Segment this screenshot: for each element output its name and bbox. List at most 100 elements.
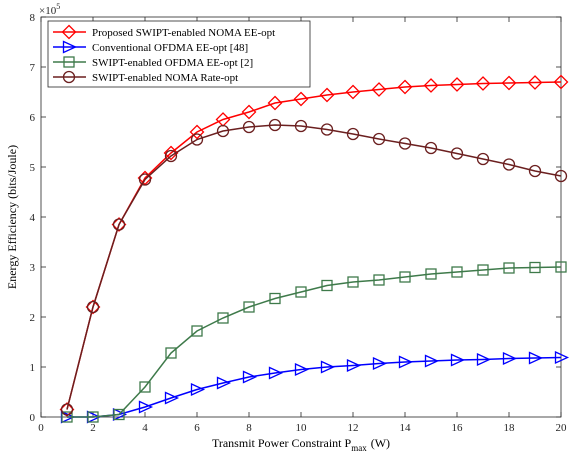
data-point xyxy=(527,75,543,90)
data-point xyxy=(267,95,283,111)
x-axis-label: Transmit Power Constraint Pmax (W) xyxy=(212,436,390,453)
legend-marker xyxy=(62,70,76,84)
y-axis-label: Energy Efficiency (bits/Joule) xyxy=(5,145,19,289)
data-point xyxy=(476,152,490,166)
data-point xyxy=(321,279,333,292)
legend-box xyxy=(47,20,311,88)
data-point xyxy=(424,354,440,368)
legend-entry: Proposed SWIPT-enabled NOMA EE-opt xyxy=(53,24,275,40)
data-point xyxy=(320,360,336,374)
x-tick-label: 6 xyxy=(194,422,200,434)
data-point xyxy=(450,147,464,160)
data-point xyxy=(190,382,206,397)
legend: Proposed SWIPT-enabled NOMA EE-opt Conven… xyxy=(47,20,311,88)
data-point xyxy=(553,74,569,90)
data-point xyxy=(164,149,178,163)
data-point xyxy=(139,381,151,393)
data-point xyxy=(294,362,310,377)
data-point xyxy=(528,164,542,178)
y-tick-label: 6 xyxy=(30,112,36,124)
data-point xyxy=(372,132,386,146)
y-tick-label: 4 xyxy=(30,212,36,224)
data-point xyxy=(268,366,284,380)
data-point xyxy=(319,87,335,103)
data-point xyxy=(346,358,362,373)
data-point xyxy=(190,133,204,146)
y-tick-label: 1 xyxy=(30,362,36,374)
y-tick-label: 7 xyxy=(30,62,36,74)
data-point xyxy=(216,124,230,138)
x-tick-label: 14 xyxy=(400,422,412,434)
data-point xyxy=(423,78,439,93)
data-point xyxy=(555,261,567,273)
data-point xyxy=(398,137,412,150)
x-tick-label: 4 xyxy=(142,422,148,434)
data-point xyxy=(216,376,232,390)
series-4 xyxy=(60,118,568,416)
x-tick-label: 16 xyxy=(452,422,464,434)
data-point xyxy=(191,325,203,337)
data-point xyxy=(60,403,74,416)
data-point xyxy=(294,119,308,133)
data-point xyxy=(451,266,463,278)
legend-label: SWIPT-enabled NOMA Rate-opt xyxy=(92,72,238,84)
series-line xyxy=(66,81,562,410)
legend-label: SWIPT-enabled OFDMA EE-opt [2] xyxy=(92,57,253,69)
data-point xyxy=(243,301,255,313)
data-point xyxy=(425,268,437,280)
legend-entry: SWIPT-enabled OFDMA EE-opt [2] xyxy=(53,56,253,69)
data-point xyxy=(372,356,388,371)
data-point xyxy=(295,286,307,298)
legend-label: Proposed SWIPT-enabled NOMA EE-opt xyxy=(92,27,275,39)
series-2 xyxy=(60,350,570,424)
data-point xyxy=(242,370,258,384)
data-point xyxy=(529,261,541,274)
legend-marker xyxy=(62,40,78,54)
x-tick-label: 18 xyxy=(504,422,516,434)
x-tick-label: 12 xyxy=(348,422,359,434)
data-point xyxy=(268,118,282,132)
data-point xyxy=(371,82,387,97)
y-tick-label: 2 xyxy=(30,312,36,324)
x-tick-label: 2 xyxy=(90,422,96,434)
data-point xyxy=(477,264,489,276)
data-point xyxy=(373,274,385,286)
data-point xyxy=(424,141,438,155)
data-point xyxy=(217,312,229,324)
data-point xyxy=(138,173,152,186)
data-point xyxy=(450,353,466,367)
legend-entry: SWIPT-enabled NOMA Rate-opt xyxy=(53,70,238,84)
data-point xyxy=(346,127,360,141)
legend-label: Conventional OFDMA EE-opt [48] xyxy=(92,42,248,54)
data-point xyxy=(269,292,281,305)
legend-marker xyxy=(63,56,75,68)
data-point xyxy=(165,347,177,359)
data-point xyxy=(113,408,125,421)
data-point xyxy=(449,77,465,92)
data-point xyxy=(475,76,491,91)
data-point xyxy=(87,411,99,423)
data-point xyxy=(163,145,179,161)
series-layer xyxy=(59,74,570,424)
data-point xyxy=(554,169,568,183)
series-line xyxy=(67,266,562,418)
x-tick-label: 8 xyxy=(246,422,252,434)
data-point xyxy=(347,276,359,288)
data-point xyxy=(293,91,309,107)
x-tick-label: 20 xyxy=(556,422,568,434)
y-tick-label: 8 xyxy=(30,12,36,24)
series-1 xyxy=(59,74,569,417)
data-point xyxy=(189,124,205,140)
data-point xyxy=(528,351,544,365)
legend-marker xyxy=(61,24,77,40)
data-point xyxy=(59,402,75,417)
data-point xyxy=(241,104,257,120)
data-point xyxy=(138,400,154,414)
data-point xyxy=(503,262,515,274)
data-point xyxy=(502,351,518,366)
data-point xyxy=(86,300,100,314)
data-point xyxy=(111,217,127,232)
data-point xyxy=(61,411,73,423)
legend-entry: Conventional OFDMA EE-opt [48] xyxy=(53,40,248,54)
